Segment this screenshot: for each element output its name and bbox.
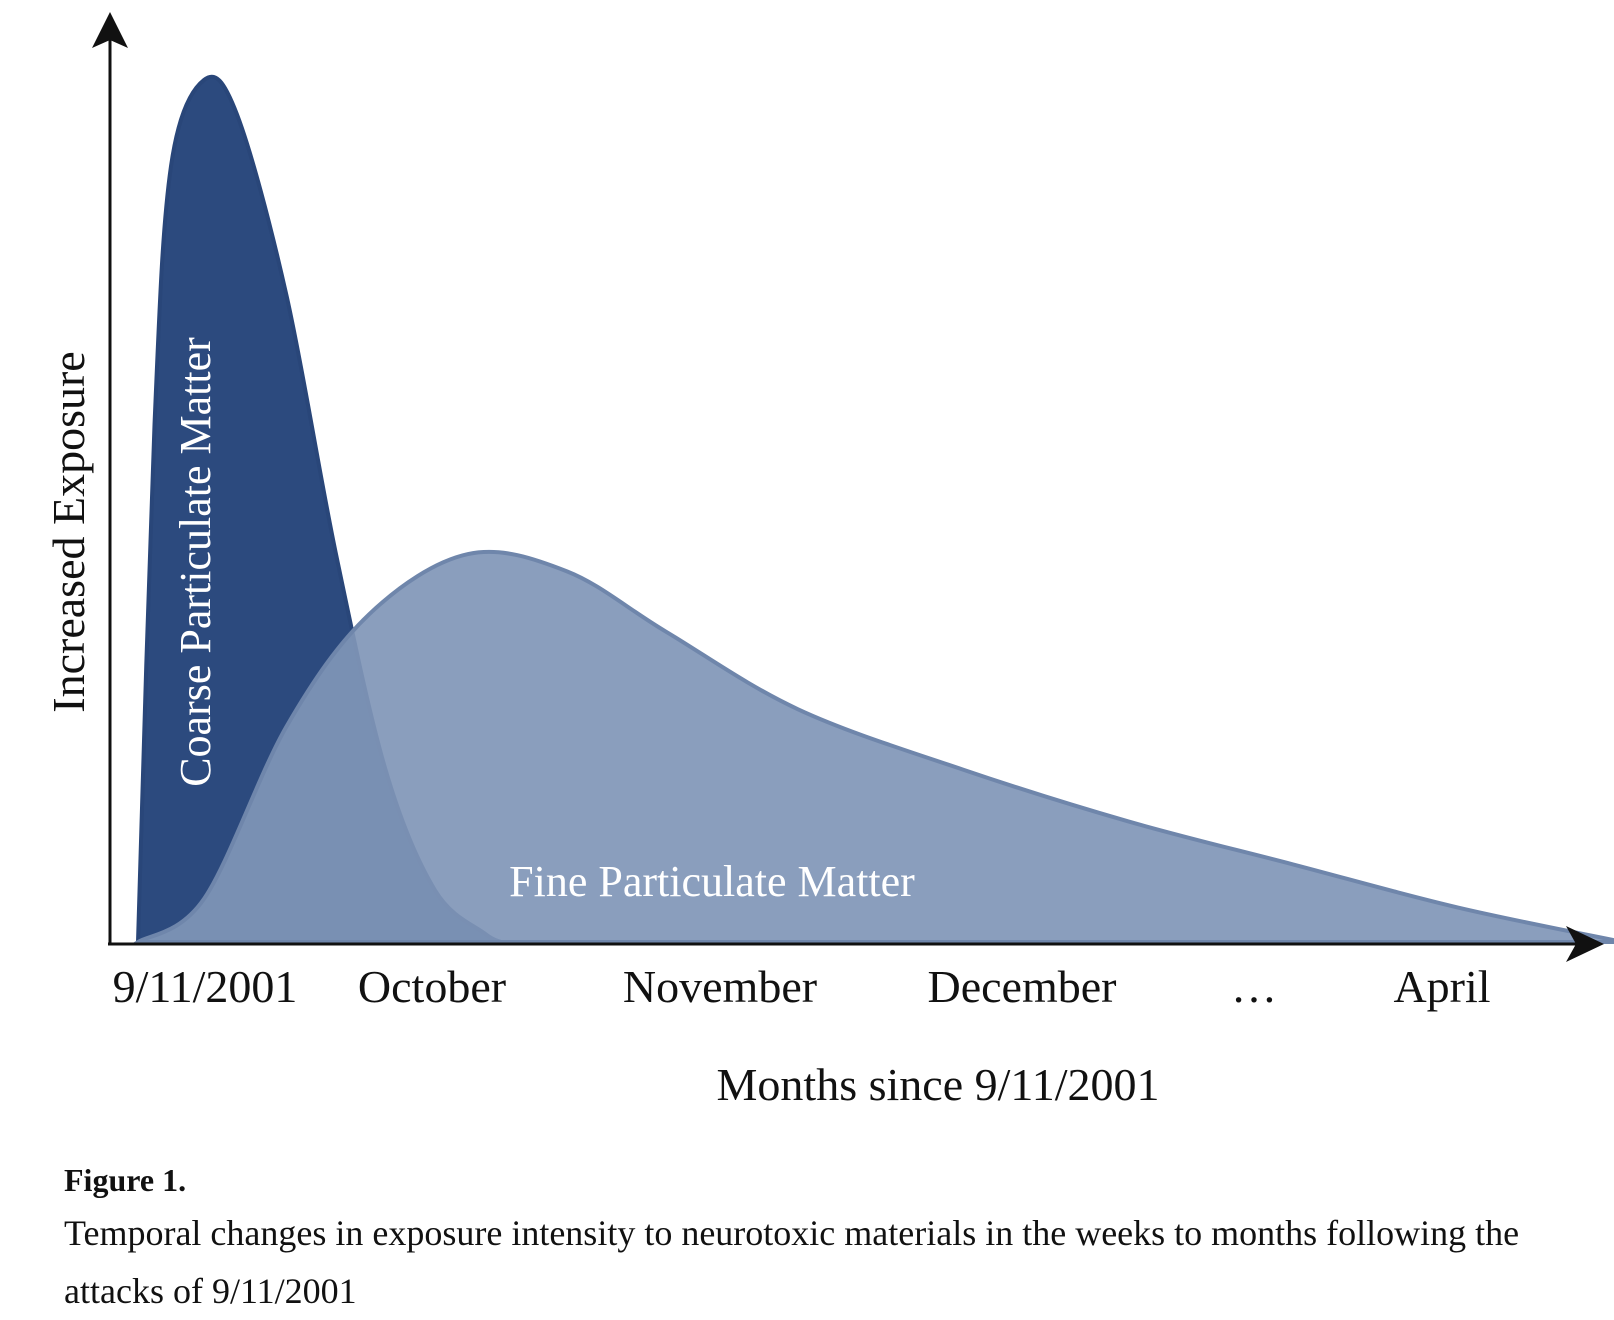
figure-caption-text: Temporal changes in exposure intensity t… (64, 1213, 1520, 1311)
x-tick-label: April (1393, 961, 1490, 1012)
x-tick-label: 9/11/2001 (113, 961, 298, 1012)
figure-caption: Figure 1. Temporal changes in exposure i… (64, 1160, 1564, 1320)
x-tick-label: … (1231, 961, 1277, 1012)
series-label-fine: Fine Particulate Matter (509, 857, 915, 906)
y-axis-arrow (92, 12, 128, 48)
area-fine-particulate-matter (131, 549, 1614, 944)
x-tick-label: December (928, 961, 1117, 1012)
x-axis-arrow (1566, 926, 1604, 962)
y-axis-label: Increased Exposure (43, 351, 94, 712)
chart-areas (131, 74, 1614, 944)
series-label-coarse: Coarse Particulate Matter (171, 337, 220, 787)
chart-axes (92, 12, 1604, 962)
chart: 9/11/2001 October November December … April M… (43, 12, 1614, 1110)
x-tick-label: October (358, 961, 506, 1012)
x-tick-label: November (623, 961, 817, 1012)
x-tick-labels: 9/11/2001 October November December … April (113, 961, 1491, 1012)
x-axis-label: Months since 9/11/2001 (717, 1059, 1160, 1110)
figure-number: Figure 1. (64, 1162, 187, 1198)
